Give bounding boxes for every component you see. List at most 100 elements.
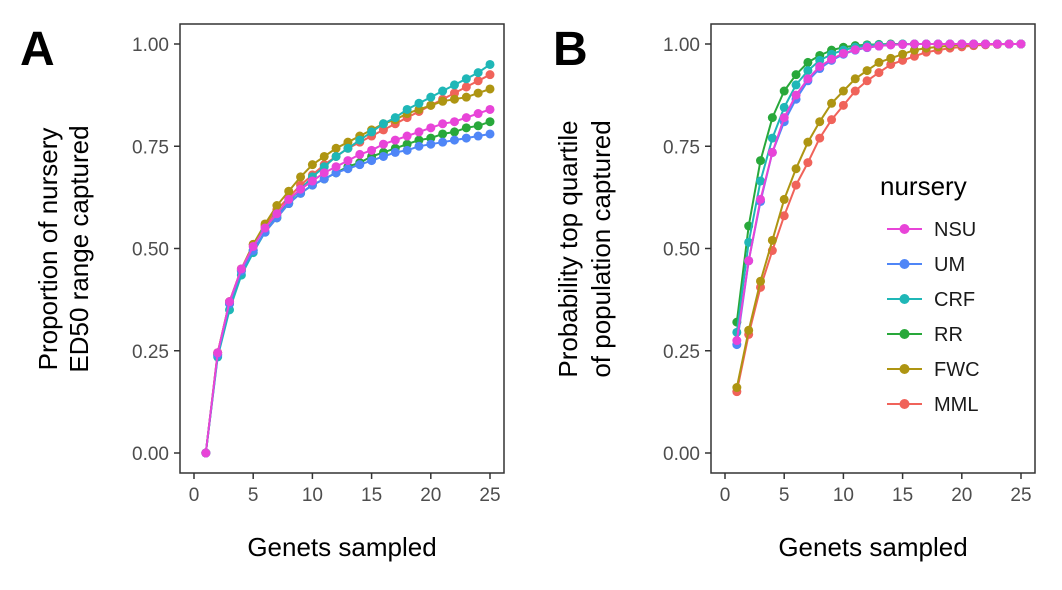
panel-b-ytick-label: 0.25 [663,342,700,363]
panel-a-point-crf [426,92,436,102]
panel-b-point-nsu [909,39,919,49]
panel-b-point-nsu [933,39,943,49]
panel-b-xtick-label: 25 [1010,485,1031,506]
panel-a-xtick-label: 10 [302,485,323,506]
panel-a-series-line-mml [204,73,491,454]
panel-a-point-nsu [449,117,459,127]
panel-b-series-line-um [735,43,1021,345]
panel-b-point-nsu [980,39,990,49]
panel-b-ytick-label: 1.00 [663,35,700,56]
panel-a-point-crf [331,151,341,161]
panel-a-xlabel: Genets sampled [247,532,436,562]
legend-title: nursery [880,171,967,201]
panel-a-point-fwc [284,186,294,196]
panel-b-point-crf [756,176,766,186]
panel-b-point-fwc [803,137,813,147]
panel-a-point-um [449,135,459,145]
legend-entry-nsu: NSU [887,219,976,241]
panel-b-point-fwc [862,66,872,76]
panel-b-point-nsu [1004,39,1014,49]
panel-a-point-um [378,151,388,161]
panel-a-ytick-label: 0.25 [132,342,169,363]
panel-b-point-nsu [874,41,884,51]
panel-a-point-nsu [367,145,377,155]
panel-b-point-nsu [803,74,813,84]
panel-a-ylabel-line2: ED50 range captured [64,125,94,372]
legend-label-mml: MML [934,394,978,416]
panel-b-point-mml [827,115,837,125]
panel-b-point-nsu [791,90,801,100]
panel-a-point-um [402,145,412,155]
panel-a-point-fwc [461,92,471,102]
panel-b-point-nsu [815,61,825,71]
panel-a-point-um [414,141,424,151]
panel-a-point-crf [390,113,400,123]
panel-a-point-crf [378,119,388,129]
panel-b-ytick-label: 0.50 [663,240,700,261]
legend-label-fwc: FWC [934,359,980,381]
panel-a-point-nsu [225,297,235,307]
panel-a-point-fwc [473,88,483,98]
panel-a-point-rr [473,121,483,131]
panel-a-point-nsu [319,168,329,178]
panel-b-point-nsu [779,113,789,123]
panel-b-xlabel: Genets sampled [778,532,967,562]
panel-a-point-um [485,129,495,139]
panel-a-point-nsu [248,241,258,251]
panel-a-point-fwc [438,96,448,106]
panel-a-point-crf [438,86,448,96]
panel-b-point-rr [779,86,789,96]
panel-letter-b: B [553,23,588,76]
panel-a-point-nsu [201,448,211,458]
panel-b-xtick-label: 5 [779,485,790,506]
panel-a-point-nsu [260,223,270,233]
panel-b-point-nsu [756,194,766,204]
panel-a-point-nsu [331,162,341,172]
panel-a-point-fwc [319,151,329,161]
panel-a-point-um [473,131,483,141]
panel-b-point-nsu [1016,39,1026,49]
panel-a-xtick-label: 25 [479,485,500,506]
panel-b-point-fwc [827,98,837,108]
legend-key-point-nsu [899,224,910,234]
panel-a-point-nsu [307,176,317,186]
legend-entry-mml: MML [887,394,978,416]
panel-b-ylabel-line1: Probability top quartile [553,120,583,377]
panel-a-point-crf [343,143,353,153]
panel-a-point-fwc [449,94,459,104]
panel-a-point-nsu [343,156,353,166]
panel-a-ylabel-line1: Proportion of nursery [33,128,63,371]
panel-b-point-crf [803,66,813,76]
panel-a: A Proportion of nursery ED50 range captu… [20,23,505,562]
panel-b-ylabel-line2: of population captured [586,120,616,377]
panel-b-point-mml [862,76,872,86]
panel-b-point-fwc [850,74,860,84]
panel-a-point-nsu [355,149,365,159]
panel-a-point-mml [473,76,483,86]
panel-b-series-line-nsu [735,43,1021,341]
legend-label-crf: CRF [934,289,975,311]
panel-b-xtick-label: 20 [951,485,972,506]
panel-a-point-rr [449,127,459,137]
panel-b-point-fwc [838,86,848,96]
panel-a-point-nsu [461,113,471,123]
panel-a-ytick-label: 1.00 [132,35,169,56]
panel-a-point-nsu [402,131,412,141]
panel-b-point-rr [767,113,777,123]
panel-a-point-nsu [284,194,294,204]
panel-b-series-line-fwc [735,43,1021,388]
legend-key-point-um [899,259,910,269]
panel-b-point-mml [803,158,813,168]
panel-b-point-nsu [945,39,955,49]
panel-b-point-nsu [850,45,860,55]
panel-a-point-crf [461,74,471,84]
panel-a-point-nsu [426,123,436,133]
plot-area-b: 0.00 0.25 0.50 0.75 1.00 0 5 10 15 20 25 [663,23,1036,506]
panel-b-point-fwc [744,325,754,335]
panel-b-point-nsu [992,39,1002,49]
panel-b-point-fwc [898,49,908,59]
panel-a-point-nsu [296,184,306,194]
legend-label-um: UM [934,254,965,276]
panel-a-point-fwc [426,100,436,110]
